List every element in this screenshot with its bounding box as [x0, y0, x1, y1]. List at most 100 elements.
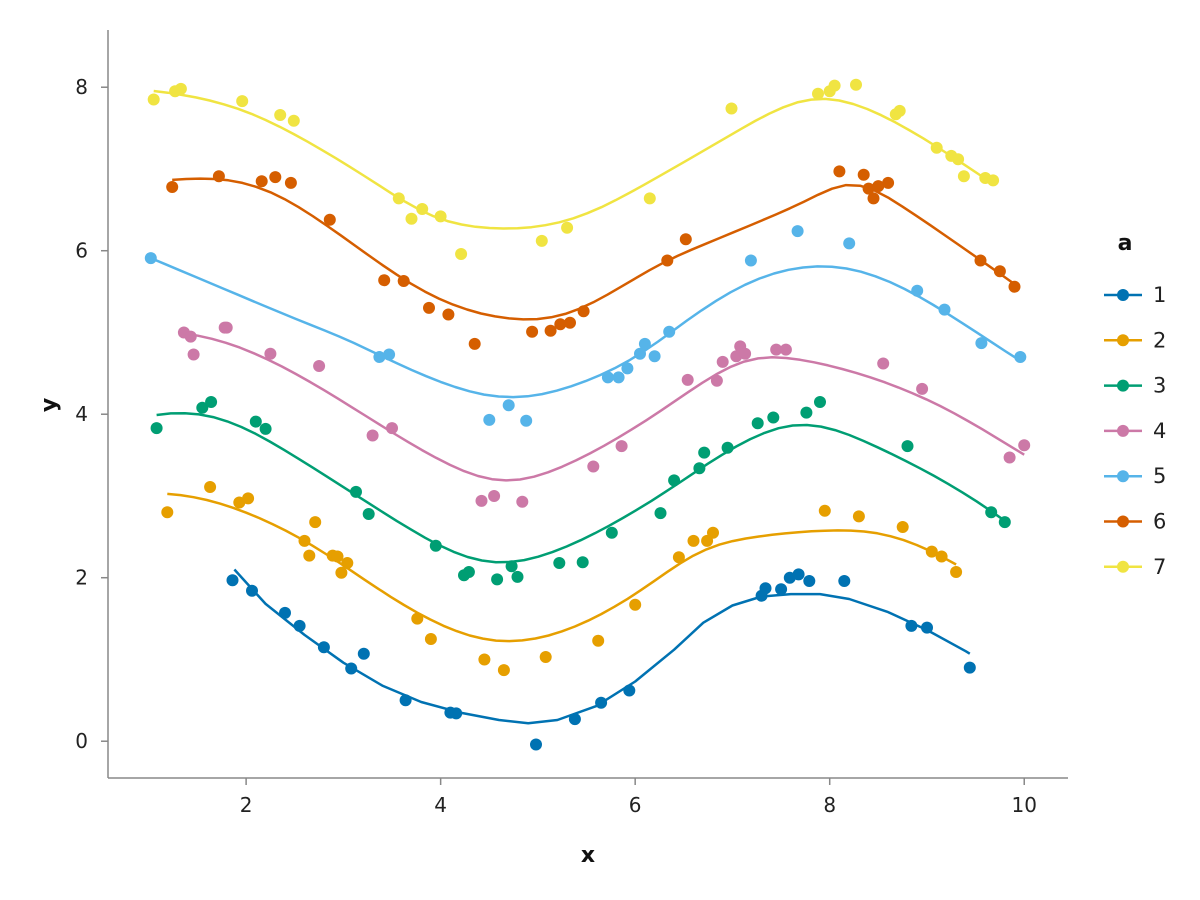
point-series-3 [511, 570, 524, 583]
point-series-3 [901, 440, 914, 453]
point-series-1 [246, 584, 258, 597]
point-series-5 [373, 351, 386, 363]
legend-label-5: 5 [1153, 464, 1166, 488]
point-series-5 [843, 237, 856, 250]
point-series-7 [174, 82, 187, 95]
point-series-4 [716, 355, 729, 368]
point-series-7 [392, 192, 405, 205]
point-series-2 [411, 612, 424, 625]
point-series-7 [287, 114, 300, 127]
point-series-2 [204, 481, 217, 493]
point-series-3 [605, 526, 618, 539]
point-series-6 [423, 301, 435, 314]
point-series-7 [405, 212, 418, 225]
point-series-2 [896, 521, 909, 533]
legend-marker-2 [1117, 334, 1129, 347]
point-series-3 [985, 506, 998, 519]
point-series-2 [341, 557, 354, 569]
point-series-2 [818, 504, 831, 517]
y-axis-title: y [37, 398, 62, 412]
point-series-3 [767, 411, 780, 424]
point-series-6 [526, 325, 539, 338]
point-series-2 [298, 534, 311, 547]
point-series-7 [930, 141, 943, 154]
point-series-5 [1014, 351, 1027, 363]
point-series-1 [345, 662, 358, 675]
point-series-3 [429, 539, 442, 552]
point-series-5 [502, 399, 515, 412]
point-series-2 [242, 492, 255, 505]
x-tick-label: 6 [629, 793, 642, 817]
point-series-6 [577, 305, 590, 318]
point-series-2 [331, 550, 344, 563]
point-series-7 [952, 153, 965, 166]
point-series-6 [255, 175, 268, 188]
point-series-2 [161, 506, 174, 519]
point-series-3 [196, 401, 209, 414]
point-series-3 [654, 507, 667, 520]
fit-line-series-5 [150, 256, 1021, 399]
point-series-1 [792, 568, 805, 581]
point-series-2 [629, 598, 642, 611]
point-series-5 [638, 337, 651, 350]
point-series-1 [595, 696, 608, 709]
point-series-4 [488, 490, 501, 502]
point-series-7 [643, 192, 656, 205]
point-series-2 [687, 534, 700, 547]
point-series-7 [434, 210, 447, 223]
point-series-6 [872, 180, 885, 193]
point-series-7 [416, 203, 429, 215]
fit-curves [150, 89, 1025, 725]
point-series-6 [442, 308, 455, 321]
point-series-1 [317, 641, 330, 654]
point-series-6 [882, 176, 895, 189]
point-series-1 [759, 582, 772, 595]
point-series-2 [707, 526, 719, 539]
point-series-5 [744, 254, 757, 267]
point-series-6 [554, 318, 567, 331]
point-series-4 [916, 382, 929, 395]
point-series-6 [284, 176, 297, 189]
point-series-5 [938, 303, 951, 316]
point-series-7 [828, 79, 841, 92]
point-series-4 [779, 343, 792, 356]
point-series-6 [544, 324, 557, 337]
y-tick-label: 4 [75, 402, 88, 426]
point-series-1 [293, 619, 306, 632]
point-series-6 [468, 337, 481, 350]
point-series-5 [621, 362, 634, 375]
point-series-3 [814, 396, 826, 408]
point-series-5 [144, 252, 157, 265]
fit-line-series-2 [167, 492, 957, 643]
point-series-3 [249, 415, 262, 428]
point-series-1 [905, 619, 918, 632]
point-series-1 [357, 647, 370, 660]
point-series-4 [739, 347, 752, 360]
legend-marker-1 [1117, 289, 1129, 301]
point-series-3 [350, 485, 362, 498]
point-series-3 [553, 557, 566, 569]
legend-title: a [1118, 231, 1133, 256]
point-series-3 [698, 446, 711, 459]
point-series-3 [205, 396, 218, 408]
point-series-3 [259, 422, 272, 435]
y-tick-label: 8 [75, 75, 88, 99]
point-series-3 [693, 462, 706, 475]
point-series-1 [279, 606, 291, 619]
point-series-3 [721, 441, 734, 454]
point-series-4 [1018, 439, 1031, 452]
point-series-3 [505, 560, 518, 573]
point-series-2 [950, 566, 963, 578]
point-series-7 [274, 109, 287, 121]
point-series-6 [661, 254, 674, 267]
point-series-1 [226, 574, 239, 587]
point-series-4 [184, 330, 197, 343]
x-tick-label: 8 [823, 793, 836, 817]
point-series-4 [1003, 451, 1016, 464]
point-series-6 [1008, 280, 1021, 293]
point-series-5 [663, 325, 676, 338]
point-series-6 [564, 316, 576, 329]
legend-marker-6 [1117, 515, 1129, 528]
point-series-2 [672, 551, 685, 564]
